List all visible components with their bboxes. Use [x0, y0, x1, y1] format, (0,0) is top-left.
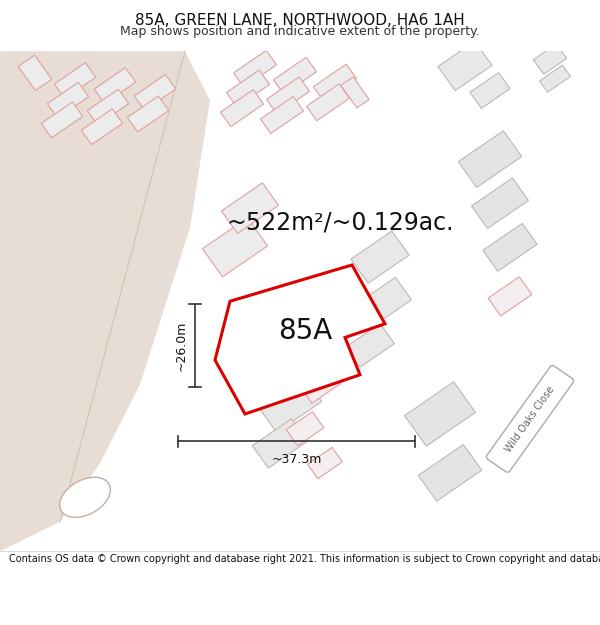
Polygon shape	[127, 96, 169, 132]
Ellipse shape	[59, 478, 110, 518]
Polygon shape	[472, 178, 529, 229]
Polygon shape	[418, 444, 482, 501]
Polygon shape	[220, 89, 263, 127]
Polygon shape	[18, 55, 52, 91]
Polygon shape	[202, 217, 268, 277]
Polygon shape	[533, 44, 566, 74]
Polygon shape	[266, 77, 310, 114]
Polygon shape	[87, 89, 129, 125]
Polygon shape	[260, 96, 304, 134]
Text: ~37.3m: ~37.3m	[271, 452, 322, 466]
Polygon shape	[134, 74, 176, 111]
Polygon shape	[351, 231, 409, 283]
Text: Map shows position and indicative extent of the property.: Map shows position and indicative extent…	[120, 26, 480, 39]
Polygon shape	[346, 324, 394, 368]
Text: 85A, GREEN LANE, NORTHWOOD, HA6 1AH: 85A, GREEN LANE, NORTHWOOD, HA6 1AH	[135, 12, 465, 28]
Polygon shape	[404, 382, 475, 446]
Text: Contains OS data © Crown copyright and database right 2021. This information is : Contains OS data © Crown copyright and d…	[9, 554, 600, 564]
Polygon shape	[81, 109, 123, 144]
Polygon shape	[307, 84, 350, 121]
Text: ~26.0m: ~26.0m	[175, 320, 187, 371]
Polygon shape	[226, 70, 269, 107]
Polygon shape	[274, 58, 317, 94]
Polygon shape	[539, 65, 571, 92]
Polygon shape	[470, 72, 510, 108]
Polygon shape	[233, 51, 277, 88]
Polygon shape	[258, 376, 322, 432]
Polygon shape	[308, 448, 343, 479]
Polygon shape	[313, 64, 356, 101]
Polygon shape	[483, 223, 537, 271]
Polygon shape	[215, 265, 385, 414]
Polygon shape	[54, 62, 96, 99]
Polygon shape	[221, 182, 278, 233]
Text: Wild Oaks Close: Wild Oaks Close	[503, 384, 557, 454]
Polygon shape	[0, 51, 210, 551]
Polygon shape	[41, 102, 83, 138]
Polygon shape	[286, 412, 324, 446]
Polygon shape	[488, 277, 532, 316]
Polygon shape	[438, 41, 492, 91]
Text: 85A: 85A	[278, 317, 332, 344]
Polygon shape	[94, 68, 136, 104]
Text: ~522m²/~0.129ac.: ~522m²/~0.129ac.	[226, 211, 454, 235]
Polygon shape	[359, 278, 412, 325]
Polygon shape	[253, 419, 308, 468]
Polygon shape	[458, 131, 522, 188]
Polygon shape	[47, 82, 89, 118]
Polygon shape	[299, 366, 341, 403]
Polygon shape	[341, 77, 369, 108]
FancyBboxPatch shape	[486, 366, 574, 472]
